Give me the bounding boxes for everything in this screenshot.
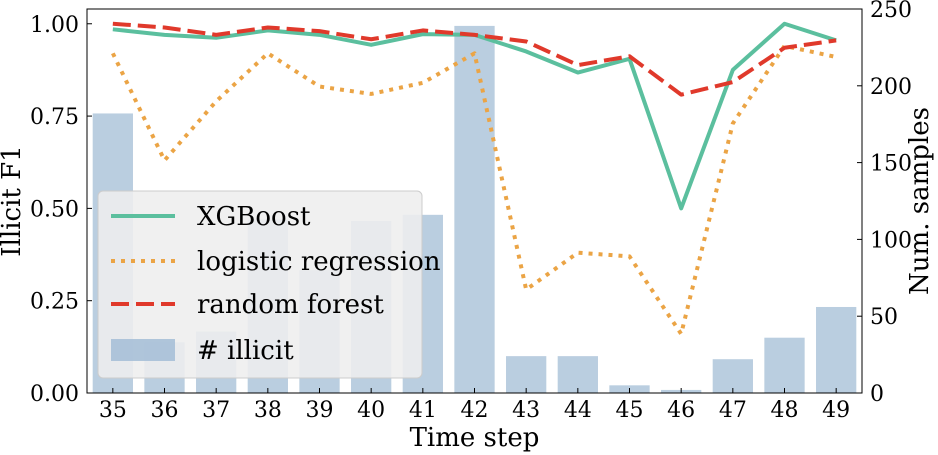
y-right-tick-label: 0 — [870, 382, 884, 407]
x-tick-label: 39 — [306, 398, 334, 423]
y-right-tick-label: 50 — [870, 305, 898, 330]
y-left-tick-label: 0.75 — [30, 105, 79, 130]
y-right-tick-label: 150 — [870, 152, 912, 177]
x-tick-label: 43 — [512, 398, 540, 423]
y-left-tick-label: 0.00 — [30, 382, 79, 407]
x-tick-label: 40 — [357, 398, 385, 423]
x-tick-label: 42 — [461, 398, 489, 423]
bar-47 — [712, 359, 753, 393]
y-left-tick-label: 0.25 — [30, 290, 79, 315]
ticks-layer: 0.00 0.25 0.50 0.75 1.00 0 50 100 150 200 250 35 36 3… — [30, 0, 912, 423]
y-right-tick-label: 100 — [870, 228, 912, 253]
legend-label: random forest — [197, 290, 384, 320]
y-axis-left-label: Illicit F1 — [0, 145, 27, 256]
x-tick-label: 38 — [254, 398, 282, 423]
y-right-tick-label: 250 — [870, 0, 912, 23]
x-tick-label: 37 — [202, 398, 230, 423]
legend-swatch-illicit — [111, 339, 175, 361]
bar-49 — [816, 306, 857, 393]
legend-box — [97, 190, 423, 379]
bar-48 — [764, 337, 805, 393]
x-axis-label: Time step — [410, 423, 540, 453]
x-tick-label: 41 — [409, 398, 437, 423]
x-tick-label: 35 — [99, 398, 127, 423]
y-left-tick-label: 1.00 — [30, 13, 79, 38]
x-tick-label: 48 — [771, 398, 799, 423]
legend-label: logistic regression — [197, 247, 441, 277]
series-line-logistic-regression — [111, 43, 837, 336]
x-tick-label: 46 — [667, 398, 695, 423]
legend-items: XGBoost logistic regression random forest #… — [111, 202, 441, 366]
x-tick-label: 44 — [564, 398, 592, 423]
legend-label: XGBoost — [197, 202, 311, 232]
bar-42 — [454, 25, 495, 394]
lines-layer — [111, 21, 837, 336]
y-axis-right-label: Num. samples — [905, 107, 935, 295]
y-left-tick-label: 0.50 — [30, 197, 79, 222]
x-tick-label: 36 — [151, 398, 179, 423]
y-right-tick-label: 200 — [870, 75, 912, 100]
bar-44 — [557, 356, 598, 393]
legend-label: # illicit — [197, 336, 294, 366]
x-tick-label: 47 — [719, 398, 747, 423]
x-tick-label: 49 — [822, 398, 850, 423]
x-tick-label: 45 — [616, 398, 644, 423]
legend: XGBoost logistic regression random forest #… — [97, 190, 441, 379]
series-line-random-forest — [112, 21, 837, 97]
bar-43 — [506, 356, 547, 393]
